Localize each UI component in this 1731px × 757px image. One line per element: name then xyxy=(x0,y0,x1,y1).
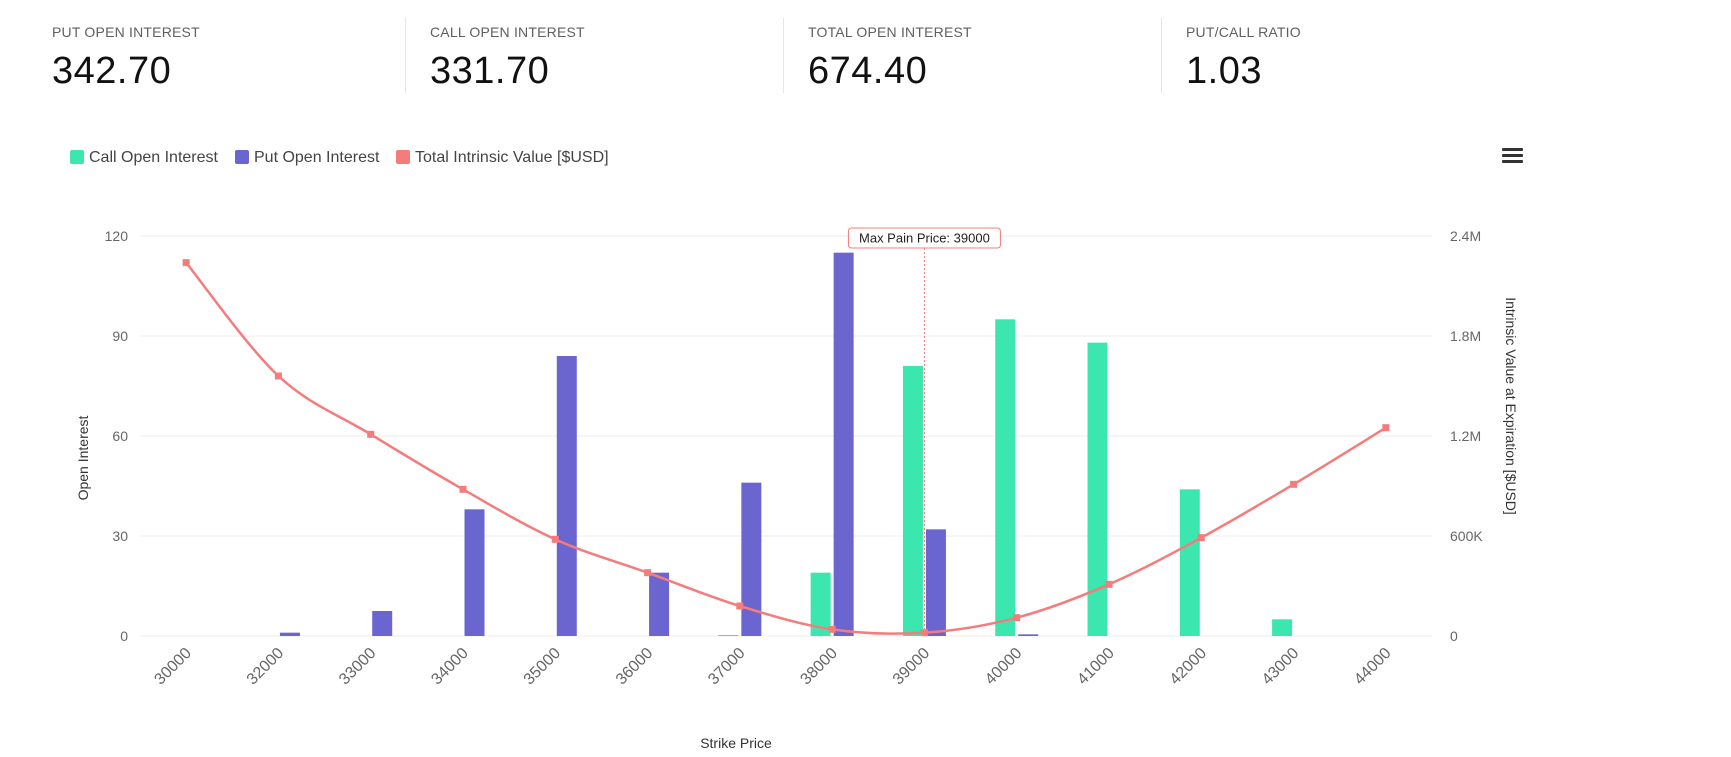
x-tick-label: 41000 xyxy=(1074,645,1118,689)
x-tick-label: 42000 xyxy=(1167,645,1211,689)
chart-menu-button[interactable] xyxy=(1500,144,1526,168)
intrinsic-value-point xyxy=(1197,534,1205,542)
legend-swatch xyxy=(235,150,249,164)
put-open-interest-bar xyxy=(372,611,393,636)
stat-label: PUT OPEN INTEREST xyxy=(52,24,200,40)
hamburger-line xyxy=(1502,160,1523,163)
x-tick-label: 35000 xyxy=(521,645,565,689)
x-tick-label: 32000 xyxy=(244,645,288,689)
legend-label: Put Open Interest xyxy=(254,149,380,166)
call-open-interest-bar xyxy=(1179,489,1200,636)
open-interest-chart: 0 0 30 600K 60 1.2M 90 1.8M 120 2.4M Max Pain Pric… xyxy=(75,227,1519,751)
stat-divider xyxy=(1161,18,1162,93)
call-open-interest-bar xyxy=(718,635,739,636)
call-open-interest-bar xyxy=(1272,619,1293,636)
y2-tick-label: 2.4M xyxy=(1450,228,1481,244)
intrinsic-value-line xyxy=(185,261,1387,635)
stat-label: PUT/CALL RATIO xyxy=(1186,24,1301,40)
put-open-interest-bar xyxy=(464,509,485,636)
y-axis-title: Open Interest xyxy=(75,415,91,500)
intrinsic-value-point xyxy=(182,259,190,267)
y-tick-label: 60 xyxy=(112,428,128,444)
stat-put-open-interest: PUT OPEN INTEREST 342.70 xyxy=(52,18,392,93)
intrinsic-value-point xyxy=(459,485,467,493)
hamburger-menu-icon xyxy=(1502,148,1523,151)
stat-divider xyxy=(405,18,406,93)
put-open-interest-bar xyxy=(925,529,946,636)
stat-value: 331.70 xyxy=(430,50,550,92)
put-open-interest-bar xyxy=(1018,634,1039,636)
intrinsic-value-point xyxy=(736,602,744,610)
put-open-interest-bar xyxy=(649,572,670,636)
call-open-interest-bar xyxy=(810,572,831,636)
stat-label: TOTAL OPEN INTEREST xyxy=(808,24,972,40)
x-tick-label: 30000 xyxy=(151,645,195,689)
put-open-interest-bar xyxy=(741,482,762,636)
intrinsic-value-point xyxy=(1382,424,1390,432)
x-tick-label: 44000 xyxy=(1351,645,1395,689)
y2-tick-label: 600K xyxy=(1450,528,1483,544)
intrinsic-value-point xyxy=(644,569,652,577)
put-open-interest-bar xyxy=(556,356,577,636)
legend-label: Total Intrinsic Value [$USD] xyxy=(415,149,609,166)
intrinsic-value-point xyxy=(1105,580,1113,588)
legend-swatch xyxy=(396,150,410,164)
legend-label: Call Open Interest xyxy=(89,149,218,166)
call-open-interest-bar xyxy=(1087,342,1108,636)
intrinsic-value-point xyxy=(551,535,559,543)
stat-divider xyxy=(783,18,784,93)
put-open-interest-bar xyxy=(279,632,300,636)
stat-total-open-interest: TOTAL OPEN INTEREST 674.40 xyxy=(808,18,1148,93)
x-tick-label: 34000 xyxy=(428,645,472,689)
intrinsic-value-point xyxy=(1290,480,1298,488)
max-pain-annotation-box xyxy=(847,227,1001,249)
stats-bar: PUT OPEN INTEREST 342.70 CALL OPEN INTER… xyxy=(0,0,1520,120)
x-tick-label: 43000 xyxy=(1259,645,1303,689)
stat-value: 674.40 xyxy=(808,50,928,92)
call-open-interest-bar xyxy=(902,366,923,636)
y-tick-label: 0 xyxy=(120,628,128,644)
intrinsic-value-point xyxy=(1013,614,1021,622)
y-tick-label: 120 xyxy=(105,228,129,244)
y2-tick-label: 1.2M xyxy=(1450,428,1481,444)
y2-axis-title: Intrinsic Value at Expiration [$USD] xyxy=(1503,297,1519,515)
intrinsic-value-point xyxy=(367,430,375,438)
x-tick-label: 33000 xyxy=(336,645,380,689)
stat-call-open-interest: CALL OPEN INTEREST 331.70 xyxy=(430,18,770,93)
stat-value: 1.03 xyxy=(1186,50,1262,92)
intrinsic-value-point xyxy=(274,372,282,380)
y-tick-label: 90 xyxy=(112,328,128,344)
put-open-interest-bar xyxy=(833,252,854,636)
legend-swatch xyxy=(70,150,84,164)
intrinsic-value-point xyxy=(828,625,836,633)
y2-tick-label: 0 xyxy=(1450,628,1458,644)
x-tick-label: 36000 xyxy=(613,645,657,689)
stat-put-call-ratio: PUT/CALL RATIO 1.03 xyxy=(1186,18,1526,93)
stat-label: CALL OPEN INTEREST xyxy=(430,24,585,40)
y2-tick-label: 1.8M xyxy=(1450,328,1481,344)
call-open-interest-bar xyxy=(995,319,1016,636)
stat-value: 342.70 xyxy=(52,50,172,92)
x-axis-title: Strike Price xyxy=(700,735,772,751)
hamburger-line xyxy=(1502,154,1523,157)
x-tick-label: 40000 xyxy=(982,645,1026,689)
y-tick-label: 30 xyxy=(112,528,128,544)
x-tick-label: 38000 xyxy=(797,645,841,689)
x-tick-label: 39000 xyxy=(890,645,934,689)
max-pain-annotation-label: Max Pain Price: 39000 xyxy=(859,231,990,246)
x-tick-label: 37000 xyxy=(705,645,749,689)
